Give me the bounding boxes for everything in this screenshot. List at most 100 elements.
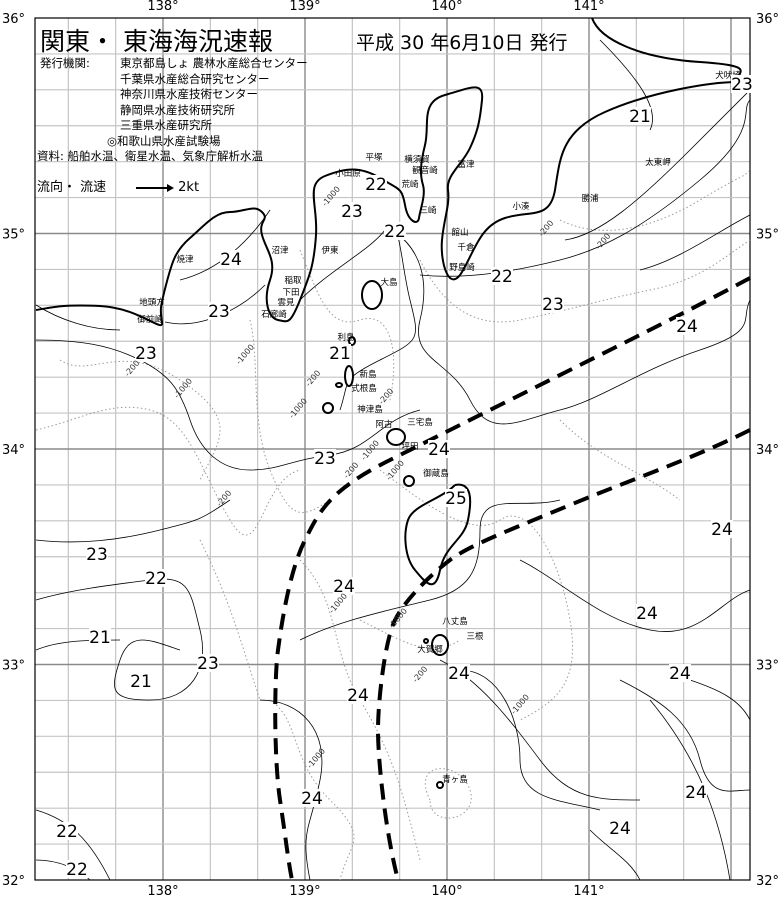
isotherm-line xyxy=(564,89,751,241)
issue-date: 平成 30 年6月10日 発行 xyxy=(356,32,568,54)
depth-label: -1000 xyxy=(287,397,309,421)
lon-tick-label: 139° xyxy=(289,884,320,899)
issuer: 千葉県水産総合研究センター xyxy=(120,71,270,86)
issuer-list: 東京都島しょ 農林水産総合センター 千葉県水産総合研究センター 神奈川県水産技術… xyxy=(107,56,308,149)
label-background xyxy=(197,654,219,672)
depth-label: -200 xyxy=(215,489,234,509)
place-name-label: 小田原 xyxy=(335,168,361,179)
label-background xyxy=(135,344,157,362)
island xyxy=(386,428,406,446)
kuroshio-axis-line xyxy=(273,276,751,881)
island xyxy=(335,382,343,388)
island xyxy=(344,365,354,387)
isotherm-line xyxy=(519,559,751,632)
isotherm-label: 21 xyxy=(329,344,351,364)
lat-tick-label: 34° xyxy=(2,443,25,458)
depth-label: -1000 xyxy=(327,592,349,616)
label-background xyxy=(384,222,406,240)
label-background xyxy=(731,75,753,93)
label-background xyxy=(347,686,369,704)
place-name-label: 富津 xyxy=(457,159,475,170)
label-background xyxy=(130,672,152,690)
label-background xyxy=(301,789,323,807)
place-name-label: 勝浦 xyxy=(581,193,599,204)
lat-tick-label: 35° xyxy=(2,228,25,243)
label-background xyxy=(86,545,108,563)
lon-tick-label: 141° xyxy=(573,884,604,899)
depth-contour xyxy=(419,239,751,323)
label-background xyxy=(676,317,698,335)
place-name-label: 青ヶ島 xyxy=(442,774,468,785)
isotherm-25-line xyxy=(404,483,472,586)
depth-contour xyxy=(199,539,261,701)
place-name-label: 三崎 xyxy=(419,205,437,216)
depth-contour xyxy=(249,319,331,513)
lon-tick-label: 141° xyxy=(573,0,604,14)
isotherm-label: 24 xyxy=(676,317,698,337)
depth-label: -1000 xyxy=(234,343,256,367)
label-background xyxy=(542,295,564,313)
lon-tick-label: 140° xyxy=(431,0,462,14)
isotherm-label: 24 xyxy=(333,577,355,597)
place-name-label: 御蔵島 xyxy=(423,468,449,479)
isotherm-line xyxy=(639,214,751,271)
flow-legend: 流向・ 流速 2kt xyxy=(37,176,199,195)
place-name-label: 野島崎 xyxy=(449,262,475,273)
issuer: ◎和歌山県水産試験場 xyxy=(107,133,221,148)
isotherm-label: 22 xyxy=(145,569,167,589)
lat-tick-label: 35° xyxy=(756,228,779,243)
island xyxy=(431,634,449,656)
label-background xyxy=(669,664,691,682)
isotherm-label: 24 xyxy=(428,440,450,460)
depth-label: -1000 xyxy=(320,185,342,209)
lon-tick-label: 139° xyxy=(289,0,320,14)
place-name-label: 観音崎 xyxy=(412,165,438,176)
label-background xyxy=(333,577,355,595)
isotherm-label: 24 xyxy=(685,783,707,803)
label-background xyxy=(66,860,88,878)
isotherm-label: 24 xyxy=(347,686,369,706)
flow-label: 流向・ 流速 xyxy=(37,180,107,195)
isotherm-line xyxy=(589,829,641,881)
isotherm-line xyxy=(299,225,416,411)
depth-label: -200 xyxy=(377,387,396,407)
place-name-label: 大島 xyxy=(380,277,398,288)
place-name-label: 伊東 xyxy=(321,245,339,256)
issuer: 東京都島しょ 農林水産総合センター xyxy=(120,56,308,70)
place-name-label: 下田 xyxy=(282,288,299,298)
label-background xyxy=(329,344,351,362)
island xyxy=(348,336,356,346)
isotherm-label: 23 xyxy=(208,302,230,322)
data-source: 資料: 船舶水温、衛星水温、気象庁解析水温 xyxy=(37,149,264,163)
island xyxy=(403,475,415,487)
isotherm-line xyxy=(35,639,121,651)
place-name-label: 焼津 xyxy=(176,254,194,265)
isotherm-label: 24 xyxy=(636,604,658,624)
isotherm-label: 24 xyxy=(609,819,631,839)
isotherm-label: 24 xyxy=(711,520,733,540)
label-background xyxy=(341,202,363,220)
isotherm-label: 23 xyxy=(542,295,564,315)
island xyxy=(361,280,383,310)
isotherm-line xyxy=(35,499,231,543)
isotherm-label: 21 xyxy=(130,672,152,692)
label-background xyxy=(220,250,242,268)
isotherm-label: 23 xyxy=(731,75,753,95)
place-name-label: 太東岬 xyxy=(645,157,671,168)
depth-label: -1000 xyxy=(387,607,409,631)
flow-scale: 2kt xyxy=(178,180,200,195)
place-name-label: 犬吠埼 xyxy=(715,70,741,81)
isotherm-label: 24 xyxy=(669,664,691,684)
lon-tick-label: 140° xyxy=(431,884,462,899)
place-name-label: 荒崎 xyxy=(401,179,419,190)
isotherm-label: 21 xyxy=(629,107,651,127)
depth-contour xyxy=(299,559,421,861)
depth-contour xyxy=(559,419,681,501)
lat-tick-label: 33° xyxy=(756,659,779,674)
isotherm-line xyxy=(439,659,641,801)
island xyxy=(423,638,429,644)
label-background xyxy=(685,783,707,801)
isotherm-line xyxy=(35,578,203,701)
place-name-label: 稲取 xyxy=(284,275,302,286)
label-background xyxy=(711,520,733,538)
